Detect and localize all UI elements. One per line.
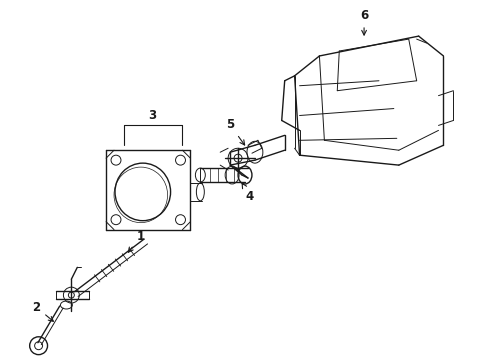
Text: 5: 5: [226, 118, 245, 145]
Text: 6: 6: [360, 9, 368, 35]
Text: 2: 2: [32, 301, 53, 321]
Text: 3: 3: [148, 109, 157, 122]
Text: 1: 1: [128, 230, 145, 252]
Text: 4: 4: [242, 184, 254, 203]
